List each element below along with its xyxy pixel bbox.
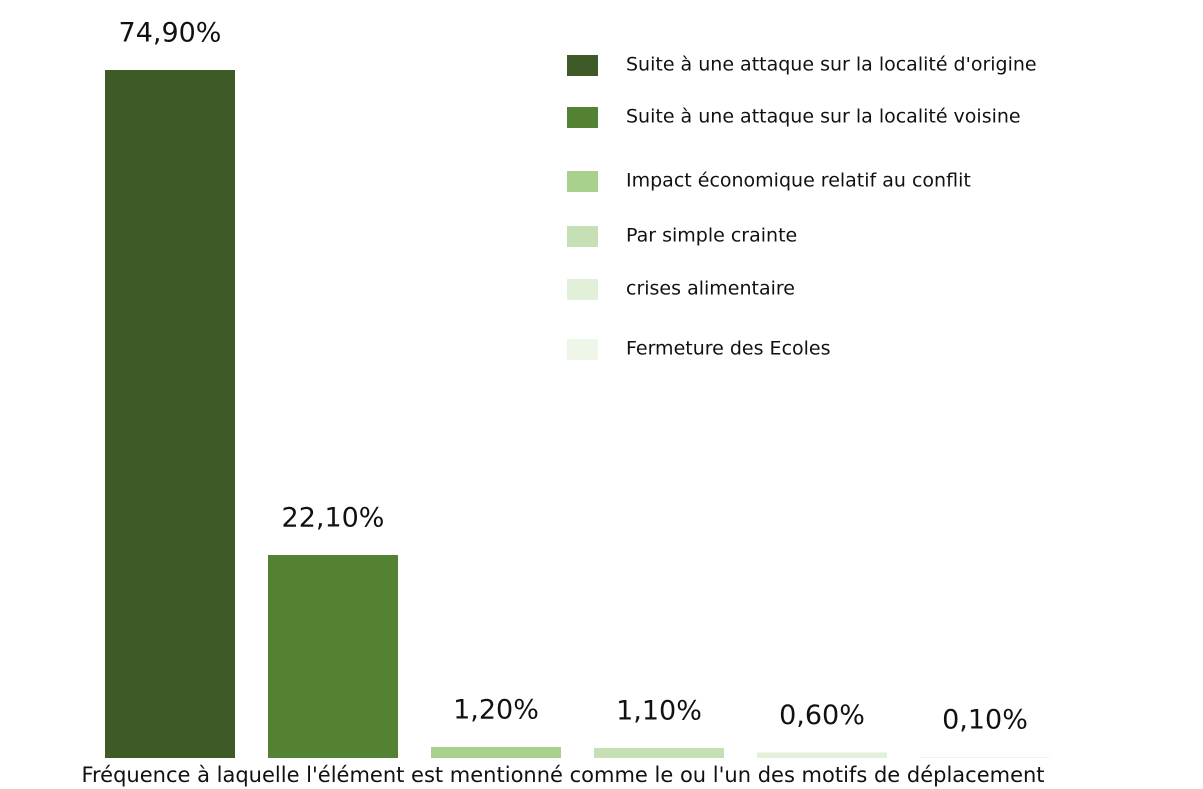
bar [757, 752, 887, 758]
legend-label: Suite à une attaque sur la localité d'or… [626, 54, 1037, 76]
legend-swatch [567, 226, 598, 247]
value-label: 22,10% [282, 502, 385, 533]
x-axis-label: Fréquence à laquelle l'élément est menti… [81, 763, 1044, 787]
bar [594, 747, 724, 758]
value-label: 0,60% [779, 700, 865, 731]
bar [268, 554, 398, 758]
bar [431, 746, 561, 758]
value-label: 1,20% [453, 694, 539, 725]
legend-label: Suite à une attaque sur la localité vois… [626, 106, 1021, 128]
value-label: 74,90% [119, 18, 222, 49]
legend-swatch [567, 171, 598, 192]
legend-label: Impact économique relatif au conflit [626, 170, 971, 192]
legend-swatch [567, 107, 598, 128]
legend-swatch [567, 339, 598, 360]
legend-label: crises alimentaire [626, 278, 795, 300]
value-label: 1,10% [616, 695, 702, 726]
legend-label: Fermeture des Ecoles [626, 338, 831, 360]
legend-swatch [567, 279, 598, 300]
value-label: 0,10% [942, 705, 1028, 736]
legend-label: Par simple crainte [626, 225, 797, 247]
legend-swatch [567, 55, 598, 76]
bar [920, 757, 1050, 758]
bar [105, 70, 235, 758]
